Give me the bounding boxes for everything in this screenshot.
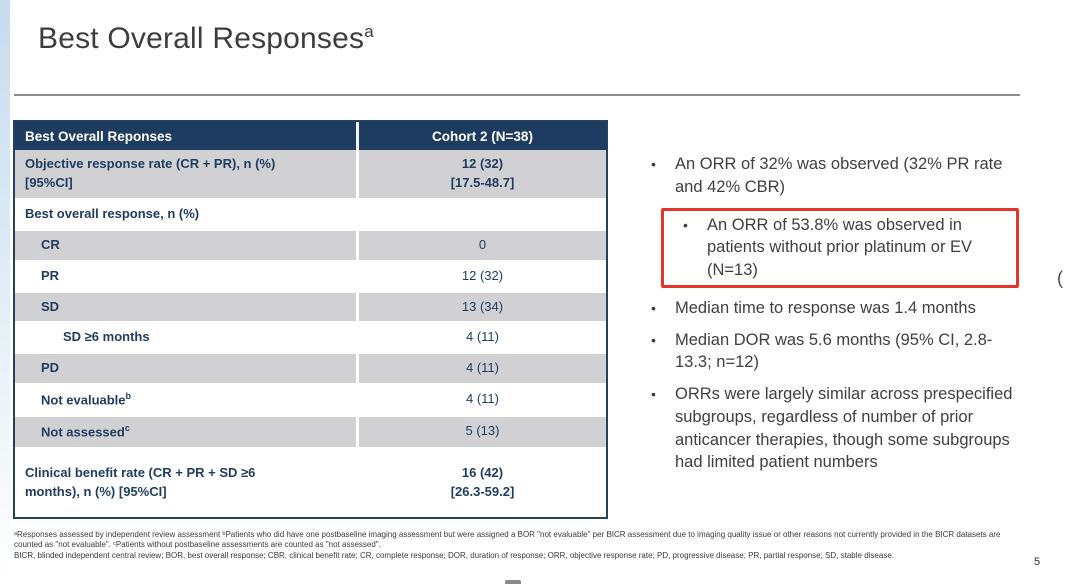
footnotes: ᵃResponses assessed by independent revie… [14, 530, 1026, 561]
table-row: Best overall response, n (%) [15, 200, 606, 231]
title-footnote-marker: a [364, 22, 374, 41]
slide-accent-strip [0, 0, 10, 586]
bullet-text: Median time to response was 1.4 months [675, 298, 976, 317]
row-label: SD [41, 298, 60, 314]
row-value: 4 (11) [356, 323, 606, 353]
row-value: 12 (32) [356, 261, 606, 291]
bullet-dot: • [651, 386, 656, 403]
table-row: SD 13 (34) [15, 292, 606, 324]
page-title-text: Best Overall Responses [38, 22, 365, 55]
row-value: 4 (11) [356, 385, 606, 416]
bullet-dot: • [651, 331, 656, 348]
table-header-cohort: Cohort 2 (N=38) [356, 122, 606, 150]
row-label: PR [41, 267, 60, 283]
row-label: SD ≥6 months [63, 329, 150, 345]
bullet-item: • Median time to response was 1.4 months [633, 297, 1019, 320]
bullet-text: ORRs were largely similar across prespec… [675, 385, 1013, 472]
table-row: CR 0 [15, 230, 606, 262]
cropped-edge-glyph: ( [1057, 268, 1063, 288]
bullet-dot: • [683, 216, 688, 233]
table-header-row: Best Overall Reponses Cohort 2 (N=38) [15, 122, 606, 150]
summary-bullet-list: • An ORR of 32% was observed (32% PR rate… [633, 153, 1019, 474]
table-body: Objective response rate (CR + PR), n (%)… [15, 150, 606, 518]
table-row: PR 12 (32) [15, 261, 606, 293]
cropped-bottom-mark [505, 580, 521, 584]
row-label: Not evaluableb [41, 391, 132, 408]
footnote-notes: ᵃResponses assessed by independent revie… [14, 530, 1001, 550]
table-row: PD 4 (11) [15, 354, 606, 386]
bullet-item: • Median DOR was 5.6 months (95% CI, 2.8-… [633, 329, 1019, 375]
title-divider [14, 94, 1020, 96]
row-value: 12 (32) [17.5-48.7] [356, 150, 606, 198]
row-label: Not assessedc [41, 423, 130, 440]
table-row: SD ≥6 months 4 (11) [15, 323, 606, 355]
highlighted-sub-bullet: • An ORR of 53.8% was observed in patient… [664, 214, 1014, 282]
page-number: 5 [1034, 556, 1041, 568]
table-row: Not evaluableb 4 (11) [15, 385, 606, 418]
row-value [356, 200, 606, 229]
page-title: Best Overall Responsesa [38, 22, 374, 56]
row-label: PD [41, 360, 60, 376]
highlight-box: • An ORR of 53.8% was observed in patient… [661, 207, 1019, 288]
bullet-text: Median DOR was 5.6 months (95% CI, 2.8-1… [675, 330, 993, 372]
bullet-item: • ORRs were largely similar across prespe… [633, 383, 1019, 474]
row-value: 5 (13) [356, 417, 606, 448]
bullet-text: An ORR of 32% was observed (32% PR rate … [675, 155, 1003, 196]
row-value: 0 [356, 230, 606, 260]
table-header-label: Best Overall Reponses [25, 129, 173, 144]
table-row: Objective response rate (CR + PR), n (%)… [15, 150, 606, 200]
row-label: Objective response rate (CR + PR), n (%)… [25, 156, 276, 190]
row-label: Clinical benefit rate (CR + PR + SD ≥6 mo… [25, 465, 256, 500]
table-row: Not assessedc 5 (13) [15, 417, 606, 450]
bullet-dot: • [651, 156, 656, 172]
row-value: 13 (34) [356, 292, 606, 322]
bullet-dot: • [651, 299, 656, 316]
row-value: 4 (11) [356, 354, 606, 384]
row-label: Best overall response, n (%) [25, 206, 200, 221]
footnote-abbreviations: BICR, blinded independent central review… [14, 550, 894, 560]
row-label: CR [41, 236, 60, 252]
row-value: 16 (42) [26.3-59.2] [356, 449, 606, 518]
bullet-item: • An ORR of 32% was observed (32% PR rate… [633, 153, 1019, 199]
best-overall-responses-table: Best Overall Reponses Cohort 2 (N=38) Ob… [13, 120, 608, 520]
bullet-text: An ORR of 53.8% was observed in patients… [707, 215, 973, 280]
table-row: Clinical benefit rate (CR + PR + SD ≥6 mo… [15, 449, 606, 518]
